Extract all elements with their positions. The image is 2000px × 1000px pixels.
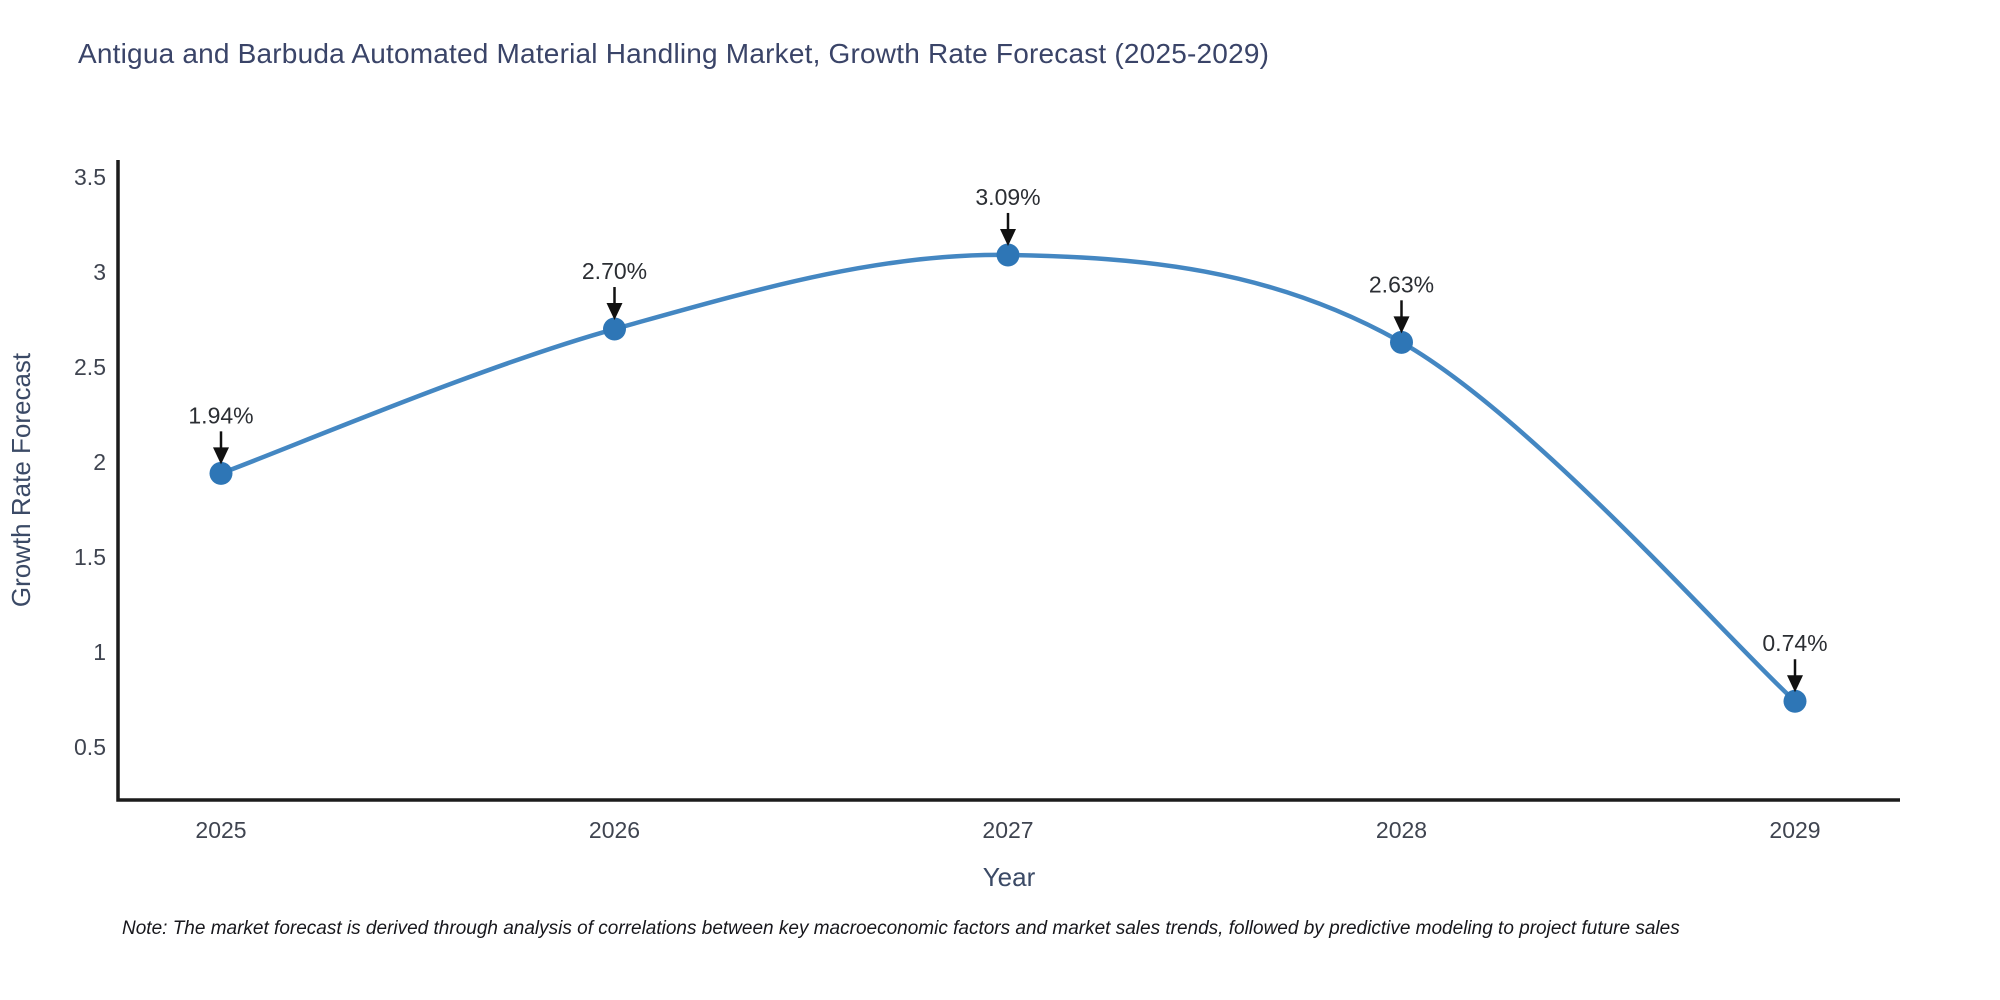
y-tick-label: 3.5 [74, 164, 106, 190]
y-tick-label: 2.5 [74, 354, 106, 380]
data-point-marker[interactable] [209, 461, 233, 485]
y-tick-label: 2 [93, 449, 106, 475]
x-tick-label: 2027 [982, 817, 1033, 843]
data-point-marker[interactable] [996, 243, 1020, 267]
annotation-arrowhead-icon [606, 303, 623, 321]
y-axis-title: Growth Rate Forecast [6, 352, 36, 607]
y-tick-label: 3 [93, 259, 106, 285]
point-value-label: 1.94% [188, 402, 253, 428]
data-point-marker[interactable] [1390, 330, 1413, 354]
y-tick-label: 1.5 [74, 544, 106, 570]
point-value-label: 3.09% [975, 184, 1040, 210]
x-tick-label: 2028 [1376, 817, 1427, 843]
annotation-arrowhead-icon [1000, 228, 1016, 246]
annotation-arrowhead-icon [1393, 316, 1410, 334]
annotation-arrowhead-icon [1787, 675, 1803, 693]
point-value-label: 2.70% [582, 258, 647, 284]
x-axis-title: Year [983, 862, 1036, 892]
x-tick-label: 2029 [1769, 817, 1820, 843]
x-tick-label: 2026 [589, 817, 640, 843]
y-tick-label: 1 [93, 639, 106, 665]
annotation-arrowhead-icon [213, 447, 229, 465]
axes-lines [116, 160, 1900, 802]
x-tick-label: 2025 [195, 817, 246, 843]
footnote: Note: The market forecast is derived thr… [122, 918, 1680, 939]
forecast-line [218, 252, 1798, 704]
point-value-label: 2.63% [1369, 271, 1434, 297]
chart-title: Antigua and Barbuda Automated Material H… [78, 38, 1270, 69]
data-point-marker[interactable] [1783, 689, 1807, 713]
point-value-label: 0.74% [1762, 630, 1827, 656]
data-point-marker[interactable] [603, 317, 626, 341]
y-tick-label: 0.5 [74, 734, 106, 760]
